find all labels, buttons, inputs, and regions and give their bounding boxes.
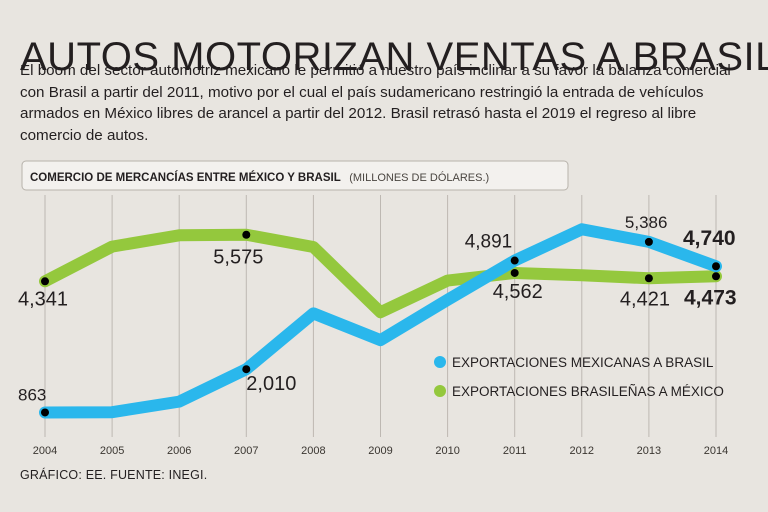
data-point-marker xyxy=(644,274,653,283)
x-axis: 2004 2005 2006 2007 2008 2009 2010 2011 2012 2013… xyxy=(33,445,728,457)
chart-title-box: COMERCIO DE MERCANCÍAS ENTRE MÉXICO Y BR… xyxy=(21,160,569,191)
chart-units: (MILLONES DE DÓLARES.) xyxy=(349,171,489,184)
x-tick-label: 2012 xyxy=(570,445,594,457)
x-tick-label: 2006 xyxy=(167,445,191,457)
legend-label: EXPORTACIONES MEXICANAS A BRASIL xyxy=(452,355,714,370)
legend-swatch xyxy=(434,385,446,397)
data-label: 4,341 xyxy=(18,288,68,310)
x-tick-label: 2008 xyxy=(301,445,325,457)
chart-title-frame xyxy=(21,160,569,191)
data-point-marker xyxy=(510,256,519,265)
data-label: 5,386 xyxy=(625,213,668,232)
x-tick-label: 2011 xyxy=(503,445,527,457)
series-line-brazilian-exports xyxy=(39,228,722,319)
data-label: 4,473 xyxy=(684,286,737,309)
data-label: 863 xyxy=(18,385,46,404)
data-label: 4,421 xyxy=(620,288,670,310)
data-point-marker xyxy=(510,268,519,277)
x-tick-label: 2005 xyxy=(100,445,124,457)
data-label: 4,740 xyxy=(683,227,736,250)
x-tick-label: 2004 xyxy=(33,445,57,457)
x-tick-label: 2014 xyxy=(704,445,728,457)
data-label: 2,010 xyxy=(246,373,296,395)
legend-label: EXPORTACIONES BRASILEÑAS A MÉXICO xyxy=(452,384,724,399)
chart-title: COMERCIO DE MERCANCÍAS ENTRE MÉXICO Y BR… xyxy=(30,171,341,184)
data-point-marker xyxy=(242,230,251,239)
legend-swatch xyxy=(434,356,446,368)
legend: EXPORTACIONES MEXICANAS A BRASIL EXPORTAC… xyxy=(434,355,724,399)
x-tick-label: 2010 xyxy=(435,445,459,457)
x-tick-label: 2009 xyxy=(368,445,392,457)
data-label: 4,562 xyxy=(493,281,543,303)
data-point-marker xyxy=(644,237,653,246)
page-subtitle: El boom del sector automotriz mexicano l… xyxy=(20,62,731,144)
data-point-marker xyxy=(41,277,49,286)
data-point-marker xyxy=(712,272,720,281)
series-layer: 863 2,010 4,891 5,386 4,740 4,341 5,575 4,562 4,… xyxy=(18,213,737,419)
chart-container: COMERCIO DE MERCANCÍAS ENTRE MÉXICO Y BR… xyxy=(0,155,768,460)
line-chart: COMERCIO DE MERCANCÍAS ENTRE MÉXICO Y BR… xyxy=(18,160,737,457)
chart-title-text: COMERCIO DE MERCANCÍAS ENTRE MÉXICO Y BR… xyxy=(30,168,489,185)
data-point-marker xyxy=(41,408,49,417)
source-note: GRÁFICO: EE. FUENTE: INEGI. xyxy=(20,468,208,482)
data-point-marker xyxy=(242,365,251,374)
series-line-mexican-exports xyxy=(39,223,722,419)
page-title: AUTOS MOTORIZAN VENTAS A BRASIL xyxy=(20,34,768,79)
data-label: 5,575 xyxy=(213,247,263,269)
x-tick-label: 2013 xyxy=(637,445,661,457)
data-point-marker xyxy=(712,262,720,271)
x-tick-label: 2007 xyxy=(234,445,258,457)
data-label: 4,891 xyxy=(465,232,513,253)
